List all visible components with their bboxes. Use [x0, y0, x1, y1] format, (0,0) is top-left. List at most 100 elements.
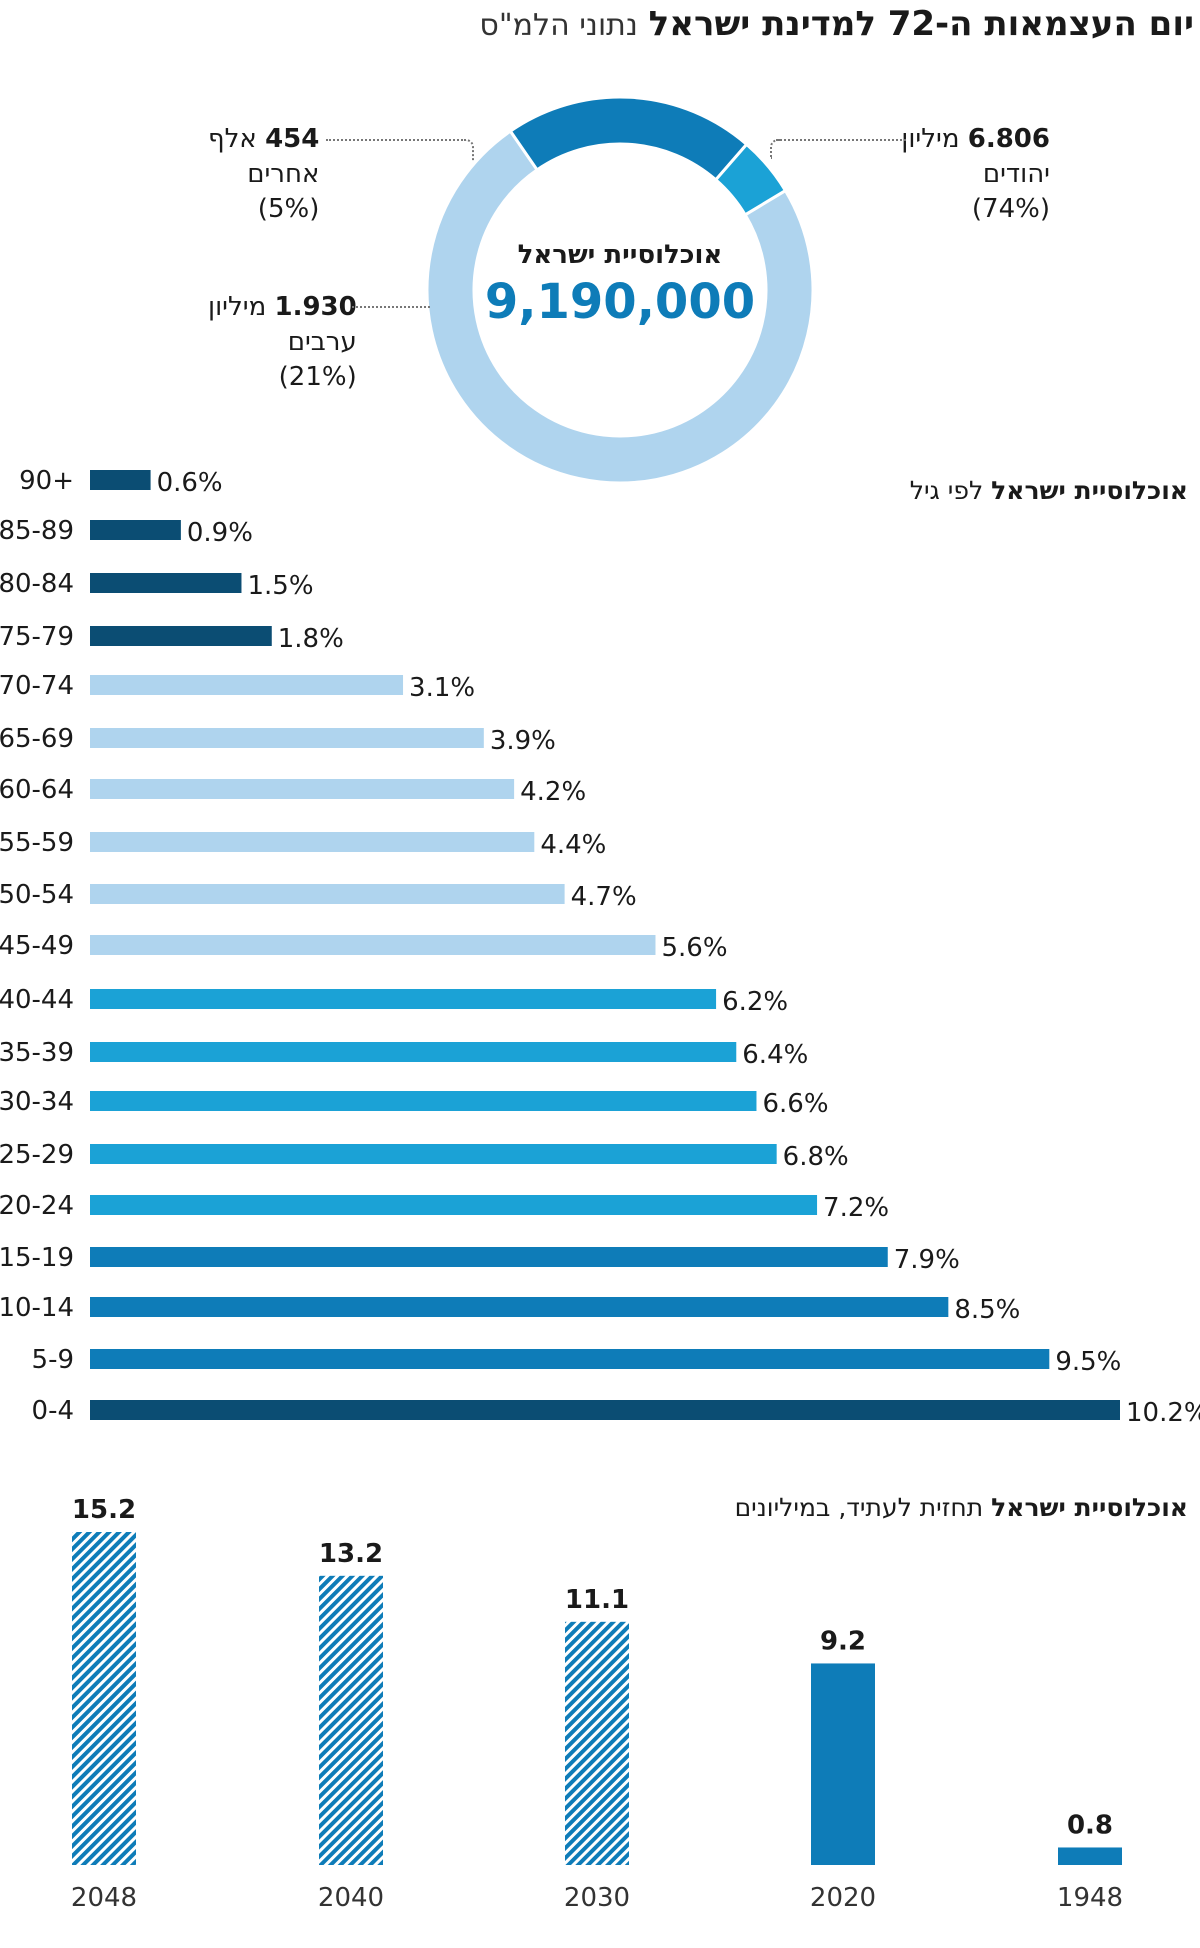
age-category-label: 55-59: [0, 828, 74, 858]
legend-others-name: אחרים: [247, 159, 320, 189]
age-bar-40-44: [90, 989, 717, 1009]
forecast-bar-2040: [319, 1575, 383, 1865]
age-bar-chart: 90+ 0.6% 85-89 0.9% 80-84 1.5% 75-79 1.8% 70-74 3…: [0, 466, 1200, 1428]
legend-jews-pct: (74%): [971, 194, 1050, 224]
age-category-label: 5-9: [32, 1345, 74, 1375]
age-bar-5-9: [90, 1349, 1050, 1369]
age-bar-70-74: [90, 675, 404, 695]
age-category-label: 50-54: [0, 880, 74, 910]
age-bar-50-54: [90, 884, 565, 904]
age-category-label: 65-69: [0, 724, 74, 754]
legend-jews-unit: מיליון: [901, 124, 960, 154]
age-bar-45-49: [90, 935, 656, 955]
age-bar-75-79: [90, 626, 272, 646]
forecast-value-label: 9.2: [820, 1626, 866, 1656]
age-bar-60-64: [90, 779, 515, 799]
forecast-value-label: 15.2: [72, 1495, 136, 1525]
legend-arabs-name: ערבים: [287, 327, 357, 357]
leader-line-jews-corner: [770, 139, 780, 159]
forecast-section-title: אוכלוסיית ישראל תחזית לעתיד, במיליונים: [735, 1493, 1188, 1522]
donut-center-value: 9,190,000: [484, 274, 756, 330]
age-category-label: 80-84: [0, 569, 74, 599]
age-category-label: 85-89: [0, 516, 74, 546]
leader-line-jews: [776, 139, 906, 141]
forecast-year-label: 2030: [564, 1883, 630, 1913]
age-value-label: 5.6%: [661, 933, 727, 963]
age-value-label: 3.1%: [409, 673, 475, 703]
age-bar-20-24: [90, 1195, 818, 1215]
legend-jews-name: יהודים: [982, 159, 1050, 189]
forecast-bar-2030: [565, 1621, 629, 1865]
age-bar-80-84: [90, 573, 242, 593]
forecast-value-label: 13.2: [319, 1539, 383, 1569]
age-bar-10-14: [90, 1297, 949, 1317]
age-bar-55-59: [90, 832, 535, 852]
donut-slice-1: [508, 95, 749, 182]
title-main: יום העצמאות ה-72 למדינת ישראל: [648, 4, 1194, 44]
age-value-label: 10.2%: [1126, 1398, 1200, 1428]
legend-arabs-amount: 1.930: [274, 292, 357, 322]
legend-jews-amount: 6.806: [967, 124, 1050, 154]
age-value-label: 3.9%: [490, 726, 556, 756]
forecast-bar-1948: [1058, 1847, 1122, 1865]
age-value-label: 0.9%: [187, 518, 253, 548]
legend-arabs-pct: (21%): [278, 362, 357, 392]
legend-arabs-unit: מיליון: [208, 292, 267, 322]
age-value-label: 4.2%: [520, 777, 586, 807]
age-category-label: 15-19: [0, 1243, 74, 1273]
age-category-label: 90+: [19, 466, 74, 496]
legend-others: 454 אלף אחרים (5%): [208, 122, 319, 227]
age-category-label: 0-4: [32, 1396, 74, 1426]
page-title: יום העצמאות ה-72 למדינת ישראל נתוני הלמ"…: [479, 4, 1194, 44]
age-value-label: 8.5%: [954, 1295, 1020, 1325]
age-category-label: 25-29: [0, 1140, 74, 1170]
forecast-bar-2048: [72, 1532, 136, 1865]
age-bar-85-89: [90, 520, 181, 540]
donut-slice-0: [425, 129, 815, 485]
age-category-label: 45-49: [0, 931, 74, 961]
age-value-label: 6.4%: [742, 1040, 808, 1070]
forecast-section-title-bold: אוכלוסיית ישראל: [991, 1493, 1188, 1522]
legend-others-unit: אלף: [208, 124, 257, 154]
age-value-label: 4.7%: [571, 882, 637, 912]
age-category-label: 60-64: [0, 775, 74, 805]
age-section-title: אוכלוסיית ישראל לפי גיל: [910, 476, 1188, 505]
legend-arabs: 1.930 מיליון ערבים (21%): [208, 290, 357, 395]
age-value-label: 1.8%: [278, 624, 344, 654]
donut-center-label: אוכלוסיית ישראל: [517, 240, 723, 270]
age-category-label: 20-24: [0, 1191, 74, 1221]
donut-slice-2: [713, 142, 788, 217]
legend-others-pct: (5%): [257, 194, 320, 224]
forecast-year-label: 2040: [318, 1883, 384, 1913]
forecast-year-label: 2048: [71, 1883, 137, 1913]
forecast-year-label: 2020: [810, 1883, 876, 1913]
age-value-label: 4.4%: [540, 830, 606, 860]
age-bar-15-19: [90, 1247, 888, 1267]
age-section-title-rest: לפי גיל: [909, 476, 984, 505]
age-value-label: 7.9%: [894, 1245, 960, 1275]
age-category-label: 75-79: [0, 622, 74, 652]
age-value-label: 7.2%: [823, 1193, 889, 1223]
population-donut-chart: [425, 95, 815, 485]
age-bar-25-29: [90, 1144, 777, 1164]
leader-line-others: [326, 139, 466, 141]
age-value-label: 6.6%: [762, 1089, 828, 1119]
legend-others-amount: 454: [265, 124, 320, 154]
age-category-label: 40-44: [0, 985, 74, 1015]
age-bar-35-39: [90, 1042, 737, 1062]
age-category-label: 30-34: [0, 1087, 74, 1117]
age-value-label: 1.5%: [247, 571, 313, 601]
forecast-section-title-rest: תחזית לעתיד, במיליונים: [734, 1493, 984, 1522]
forecast-value-label: 0.8: [1067, 1810, 1113, 1840]
age-bar-30-34: [90, 1091, 757, 1111]
age-value-label: 6.8%: [783, 1142, 849, 1172]
age-section-title-bold: אוכלוסיית ישראל: [991, 476, 1188, 505]
age-bar-90+: [90, 470, 151, 490]
age-value-label: 0.6%: [157, 468, 223, 498]
age-bar-0-4: [90, 1400, 1120, 1420]
age-bar-65-69: [90, 728, 484, 748]
age-value-label: 6.2%: [722, 987, 788, 1017]
age-value-label: 9.5%: [1055, 1347, 1121, 1377]
forecast-value-label: 11.1: [565, 1585, 629, 1615]
age-category-label: 35-39: [0, 1038, 74, 1068]
